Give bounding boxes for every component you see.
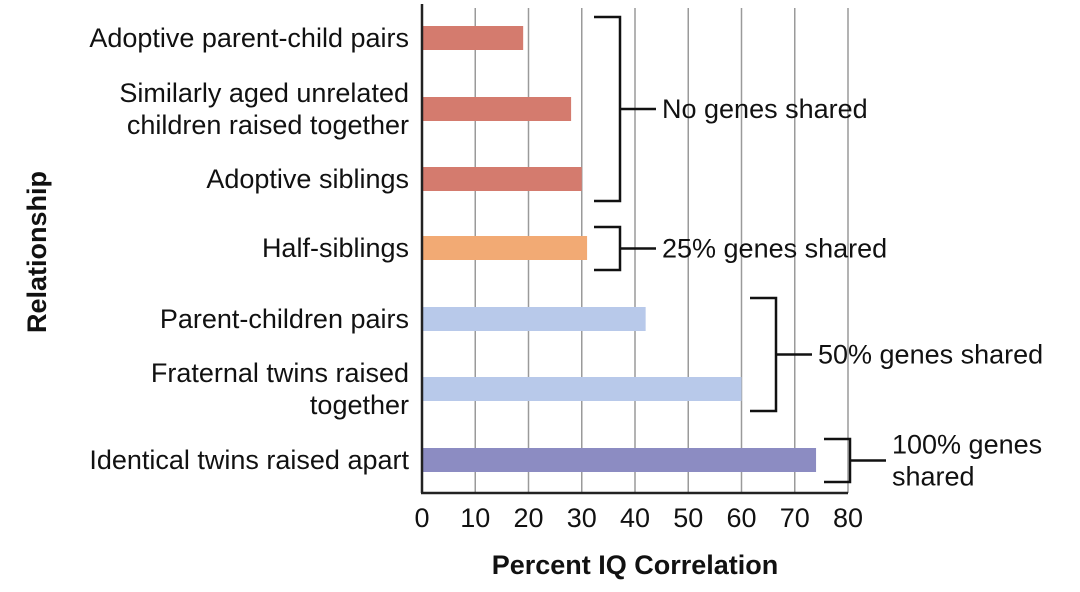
group-bracket [594,225,622,272]
x-tick-label: 70 [780,503,810,533]
x-tick-label: 30 [567,503,597,533]
category-label: Similarly aged unrelated [119,78,409,108]
y-axis-title: Relationship [22,171,52,333]
axes [420,4,848,495]
category-label: Fraternal twins raised [151,358,409,388]
x-tick-label: 10 [460,503,490,533]
x-tick-label: 40 [620,503,650,533]
category-label: Parent-children pairs [160,304,409,334]
category-label: Adoptive parent-child pairs [89,23,409,53]
x-tick-label: 20 [513,503,543,533]
group-bracket [750,296,778,413]
group-label: 25% genes shared [662,234,887,264]
bar [422,236,588,260]
x-tick-label: 80 [833,503,863,533]
x-tick-labels: 0 10 20 30 40 50 60 70 80 [414,503,863,533]
group-label: 50% genes shared [818,340,1043,370]
bar [422,448,817,472]
bar [422,377,742,401]
x-tick-label: 60 [726,503,756,533]
group-label: 100% genes [892,430,1042,460]
x-tick-label: 50 [673,503,703,533]
gene-share-groups: No genes shared 25% genes shared 50% genes… [594,15,1043,492]
category-label: together [310,390,409,420]
group-bracket [824,437,852,484]
x-axis-title: Percent IQ Correlation [492,550,779,580]
bars [422,26,817,472]
bar [422,26,524,50]
category-labels: Adoptive parent-child pairs Similarly age… [89,23,409,475]
group-label: No genes shared [662,94,868,124]
category-label: Half-siblings [262,233,409,263]
category-label: Adoptive siblings [206,164,409,194]
group-bracket [594,15,622,203]
bar [422,97,572,121]
group-label: shared [892,462,975,492]
category-label: children raised together [127,110,409,140]
bar [422,307,646,331]
x-tick-label: 0 [414,503,429,533]
bar [422,167,582,191]
category-label: Identical twins raised apart [89,445,409,475]
